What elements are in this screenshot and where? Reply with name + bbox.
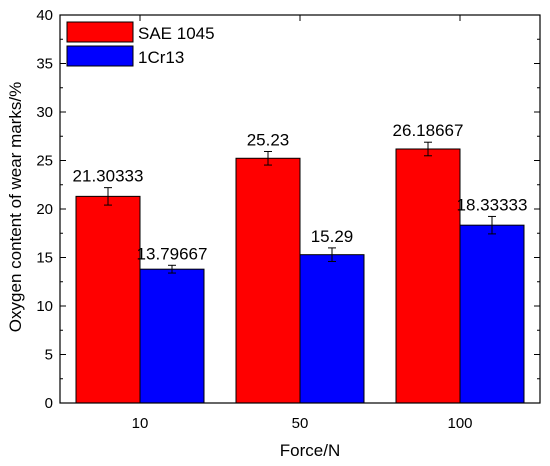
bar-series1-10 [75,195,141,404]
data-label: 13.79667 [137,244,208,263]
bar-series2-50 [299,254,365,404]
legend-swatch-series1 [66,21,134,43]
legend-swatch-series2 [66,45,134,67]
x-tick-label: 100 [447,415,472,432]
y-tick-label: 40 [36,7,53,24]
data-label: 25.23 [247,130,290,149]
y-tick-label: 5 [45,347,53,364]
x-axis-title: Force/N [280,441,340,460]
y-tick-label: 30 [36,104,53,121]
plot-area: 21.30333 25.23 26.18667 13.79667 15.29 18.333… [36,7,541,432]
y-tick-label: 25 [36,153,53,170]
y-tick-label: 20 [36,201,53,218]
legend: SAE 1045 1Cr13 [66,21,215,67]
data-label: 26.18667 [393,121,464,140]
y-tick-label: 0 [45,395,53,412]
data-label: 21.30333 [73,167,144,186]
y-tick-label: 15 [36,250,53,267]
y-axis-title: Oxygen content of wear marks/% [6,82,25,332]
bar-series2-10 [139,268,205,404]
x-tick-label: 10 [132,415,149,432]
legend-label-series2: 1Cr13 [138,48,184,67]
bar-series1-50 [235,157,301,404]
y-tick-label: 10 [36,298,53,315]
bar-series1-100 [395,148,461,404]
y-tick-label: 35 [36,56,53,73]
data-label: 15.29 [311,227,354,246]
bar-series2-100 [459,224,525,404]
data-label: 18.33333 [457,195,528,214]
x-tick-label: 50 [292,415,309,432]
legend-label-series1: SAE 1045 [138,24,215,43]
